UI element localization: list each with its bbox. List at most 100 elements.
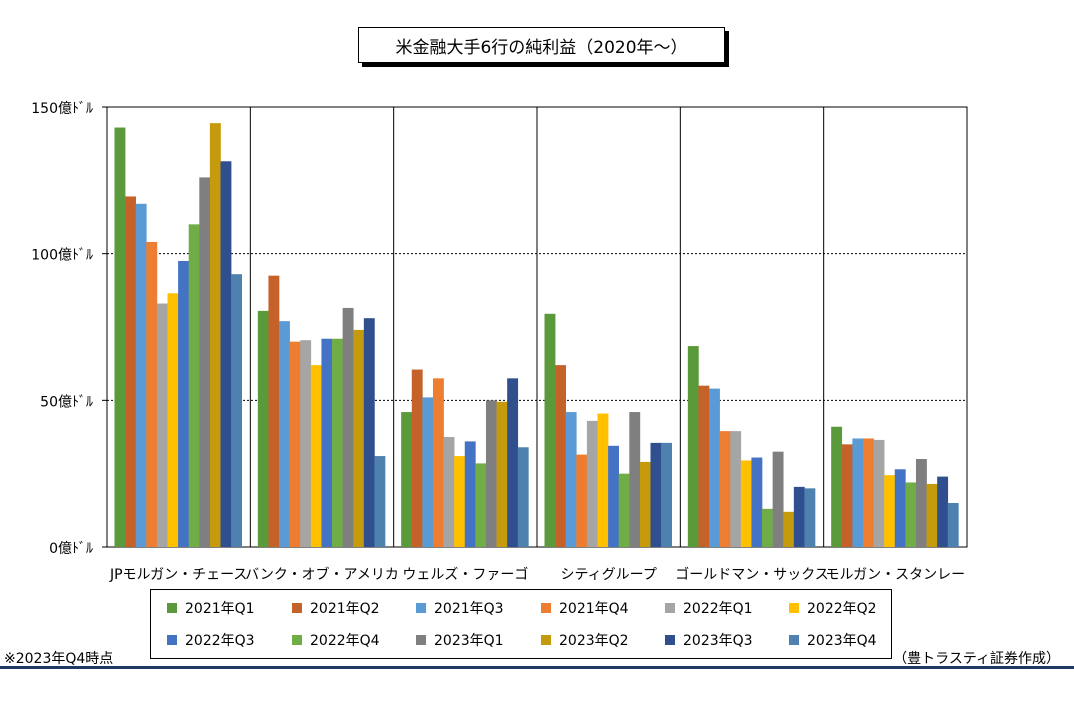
legend-swatch — [541, 603, 551, 613]
bar — [146, 241, 158, 547]
x-category-label: バンク・オブ・アメリカ — [245, 566, 399, 583]
bar — [751, 457, 763, 547]
bar — [125, 196, 136, 547]
bar — [608, 445, 619, 547]
bar — [772, 451, 784, 547]
bar — [873, 439, 885, 547]
legend-swatch — [292, 603, 302, 613]
legend-item: 2022年Q3 — [167, 630, 255, 650]
bar — [555, 365, 566, 547]
bar — [783, 511, 795, 547]
footnote-timestamp: ※2023年Q4時点 — [4, 651, 114, 667]
bar — [793, 486, 805, 547]
bar — [661, 442, 672, 547]
legend-label: 2022年Q1 — [683, 601, 753, 617]
bar — [310, 365, 322, 547]
x-category-label: ゴールドマン・サックス — [675, 566, 829, 583]
bar — [199, 177, 211, 547]
legend-label: 2023年Q4 — [807, 633, 877, 649]
legend-label: 2022年Q3 — [185, 633, 255, 649]
legend-swatch — [789, 635, 799, 645]
bar — [401, 412, 413, 547]
bar — [517, 447, 529, 547]
legend-item: 2022年Q1 — [665, 598, 753, 618]
x-category-label: ウェルズ・ファーゴ — [402, 566, 528, 583]
bar — [926, 483, 938, 547]
bar — [300, 340, 312, 547]
bar — [422, 397, 434, 547]
bar — [411, 369, 423, 547]
bar — [156, 303, 168, 547]
legend-swatch — [167, 635, 177, 645]
bar — [432, 378, 444, 547]
bar — [698, 385, 710, 547]
x-category-label: シティグループ — [561, 567, 657, 583]
legend-label: 2021年Q3 — [434, 601, 504, 617]
bar — [268, 275, 280, 547]
legend-item: 2023年Q2 — [541, 630, 629, 650]
bar — [687, 346, 699, 547]
bar — [947, 503, 959, 547]
legend-swatch — [665, 603, 675, 613]
bar — [321, 338, 333, 547]
bar — [485, 400, 497, 547]
legend-swatch — [789, 603, 799, 613]
legend-swatch — [416, 603, 426, 613]
bar — [884, 475, 896, 547]
bar — [188, 224, 200, 548]
legend-item: 2021年Q4 — [541, 598, 629, 618]
legend-label: 2023年Q2 — [559, 633, 629, 649]
legend-label: 2021年Q2 — [310, 601, 380, 617]
legend-label: 2021年Q1 — [185, 601, 255, 617]
y-tick-label: 50億ﾄﾞﾙ — [40, 394, 93, 410]
bar — [363, 318, 375, 547]
bar — [709, 388, 720, 547]
bar — [114, 127, 126, 548]
bar — [905, 482, 917, 547]
legend-swatch — [292, 635, 302, 645]
legend-item: 2021年Q3 — [416, 598, 504, 618]
bar — [496, 401, 508, 547]
legend-item: 2021年Q2 — [292, 598, 380, 618]
bar — [597, 413, 609, 547]
bar — [740, 460, 752, 547]
legend-swatch — [665, 635, 675, 645]
bar — [135, 203, 147, 548]
bar — [639, 461, 651, 547]
y-tick-label: 0億ﾄﾞﾙ — [49, 541, 93, 557]
legend-item: 2023年Q1 — [416, 630, 504, 650]
bar — [831, 426, 843, 547]
bar — [342, 307, 354, 547]
bar — [178, 261, 189, 547]
bar — [894, 469, 906, 547]
legend-item: 2023年Q4 — [789, 630, 877, 650]
bar — [804, 488, 816, 547]
bar — [841, 444, 853, 547]
bar — [544, 313, 556, 547]
bar — [586, 420, 598, 547]
legend-swatch — [541, 635, 551, 645]
y-tick-label: 150億ﾄﾞﾙ — [31, 101, 93, 117]
legend-item: 2023年Q3 — [665, 630, 753, 650]
legend-label: 2021年Q4 — [559, 601, 629, 617]
x-category-label: JPモルガン・チェース — [109, 567, 247, 583]
bar — [629, 412, 641, 547]
legend-label: 2023年Q1 — [434, 633, 504, 649]
bottom-divider — [0, 666, 1074, 669]
bar — [852, 438, 864, 547]
bar — [443, 437, 455, 547]
bar — [279, 321, 290, 547]
bar — [937, 476, 949, 547]
y-tick-label: 100億ﾄﾞﾙ — [31, 248, 93, 264]
bar — [289, 341, 301, 547]
bar — [231, 274, 242, 547]
bar — [257, 310, 269, 547]
legend-item: 2022年Q2 — [789, 598, 877, 618]
source-credit: （豊トラスティ証券作成） — [893, 651, 1060, 667]
bar — [209, 123, 221, 547]
bar — [167, 293, 179, 547]
bar — [576, 454, 588, 547]
legend-label: 2022年Q4 — [310, 633, 380, 649]
chart-title: 米金融大手6行の純利益（2020年〜） — [358, 27, 725, 63]
